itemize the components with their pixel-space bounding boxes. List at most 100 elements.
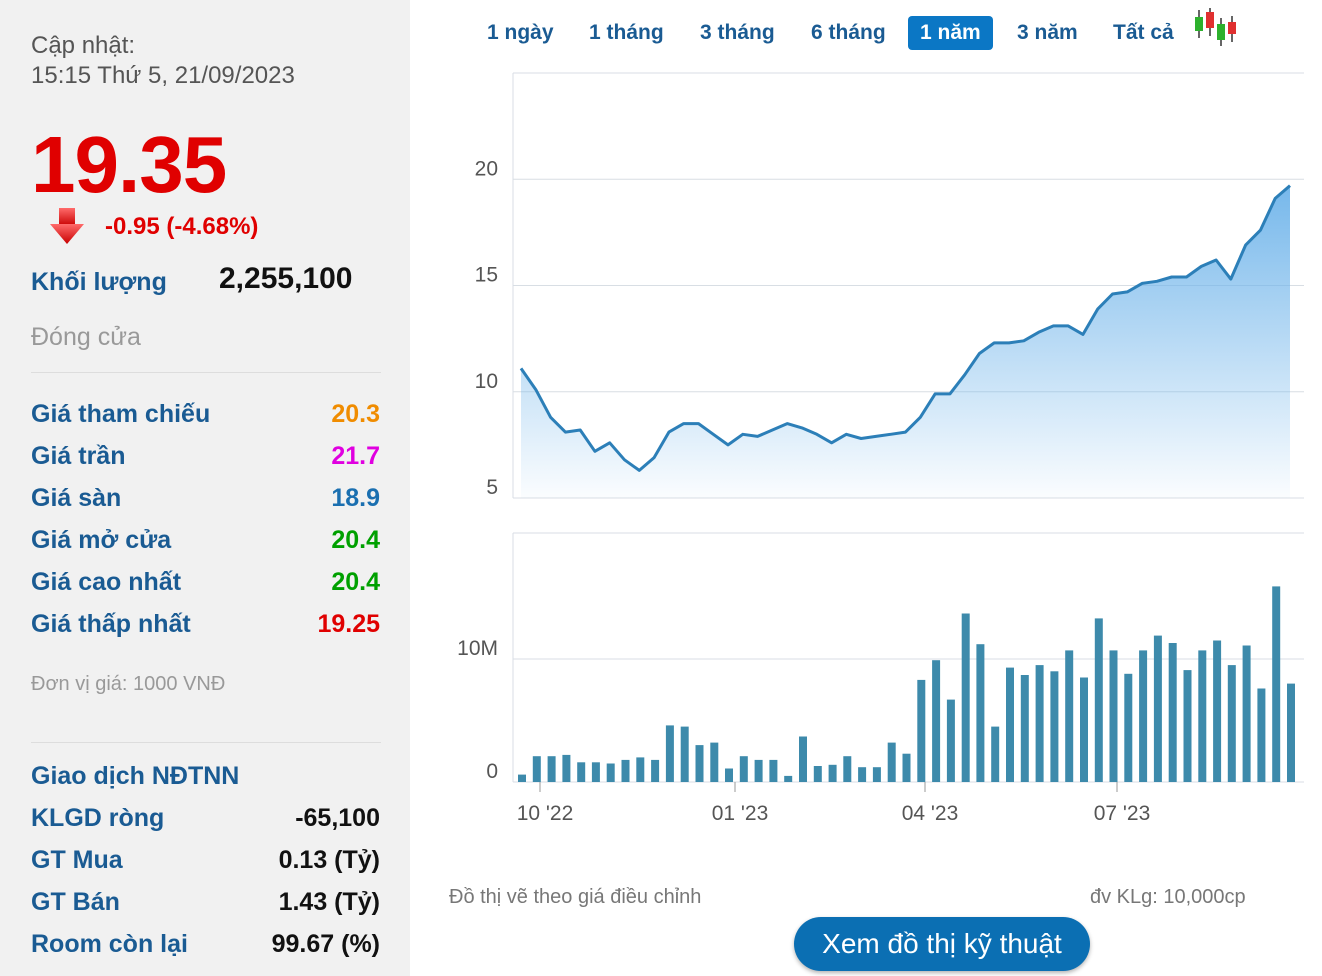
volume-bar (843, 756, 852, 782)
y-tick-label: 10M (457, 637, 498, 660)
tab-period[interactable]: 1 ngày (487, 21, 554, 44)
volume-bar (1080, 677, 1088, 782)
volume-bar (1183, 670, 1192, 782)
volume-bar (887, 742, 896, 782)
current-price: 19.35 (31, 120, 227, 209)
update-label: Cập nhật: (31, 32, 136, 59)
volume-bar (799, 736, 807, 782)
volume-value: 2,255,100 (219, 262, 353, 295)
price-row-label: Giá sàn (31, 484, 122, 512)
foreign-row-label: GT Mua (31, 846, 123, 874)
divider (31, 372, 381, 373)
divider (31, 742, 381, 743)
tab-period[interactable]: 6 tháng (811, 21, 886, 44)
volume-bar (710, 742, 719, 782)
price-row-value: 20.4 (331, 568, 380, 596)
unit-note: Đơn vị giá: 1000 VNĐ (31, 673, 226, 695)
quote-panel: Cập nhật: 15:15 Thứ 5, 21/09/2023 19.35 … (0, 0, 410, 976)
volume-bar (991, 726, 1000, 782)
foreign-row-value: 0.13 (Tỷ) (278, 846, 380, 874)
volume-bar (1242, 645, 1251, 782)
price-row-label: Giá cao nhất (31, 568, 182, 596)
y-tick-label: 5 (486, 476, 498, 499)
volume-bar (1168, 643, 1177, 782)
volume-bar (1065, 650, 1074, 782)
volume-bar (1213, 640, 1222, 782)
tab-period[interactable]: 1 tháng (589, 21, 664, 44)
tab-period[interactable]: Tất cả (1113, 21, 1174, 44)
price-change: -0.95 (-4.68%) (105, 213, 259, 240)
volume-bar (1006, 667, 1014, 782)
foreign-row-value: 99.67 (%) (271, 930, 380, 958)
volume-bar (621, 759, 630, 782)
volume-bar (636, 757, 645, 782)
volume-bar (1287, 683, 1295, 782)
volume-bar (917, 679, 926, 782)
volume-bar (665, 725, 674, 782)
foreign-row-label: GT Bán (31, 888, 120, 916)
volume-bar (547, 756, 556, 782)
x-tick-label: 04 '23 (902, 802, 959, 825)
price-row-label: Giá thấp nhất (31, 610, 191, 638)
volume-bar (1035, 665, 1044, 782)
volume-bar (1050, 671, 1059, 782)
foreign-row-value: 1.43 (Tỷ) (278, 888, 380, 916)
volume-bar (976, 644, 985, 782)
tab-period[interactable]: 3 năm (1017, 21, 1078, 44)
volume-bar (1109, 650, 1118, 782)
volume-bar (739, 756, 748, 782)
tab-period[interactable]: 3 tháng (700, 21, 775, 44)
y-tick-label: 0 (486, 760, 498, 783)
volume-bar (518, 774, 526, 782)
price-row-label: Giá mở cửa (31, 526, 172, 554)
volume-bar (1094, 618, 1103, 782)
volume-bar (1272, 586, 1281, 782)
price-row-value: 20.4 (331, 526, 380, 554)
volume-bar (754, 759, 763, 782)
volume-bar (680, 726, 689, 782)
volume-bar (651, 759, 660, 782)
foreign-row-value: -65,100 (295, 804, 380, 832)
volume-bar (1198, 650, 1207, 782)
adjusted-price-note: Đồ thị vẽ theo giá điều chỉnh (449, 886, 702, 908)
volume-bar (606, 763, 615, 782)
volume-bar (946, 699, 955, 782)
technical-chart-button[interactable]: Xem đồ thị kỹ thuật (794, 917, 1090, 971)
volume-bar (961, 613, 970, 782)
volume-bar (1257, 688, 1266, 782)
volume-bar (695, 745, 704, 782)
tab-period[interactable]: 1 năm (908, 16, 993, 50)
price-row-value: 18.9 (331, 484, 380, 512)
volume-bar (1227, 665, 1236, 782)
update-datetime: 15:15 Thứ 5, 21/09/2023 (31, 62, 295, 89)
foreign-row-label: KLGD ròng (31, 804, 165, 832)
volume-bar (902, 753, 911, 782)
price-row-label: Giá tham chiếu (31, 400, 211, 428)
x-tick-label: 01 '23 (712, 802, 769, 825)
y-tick-label: 20 (475, 157, 498, 180)
volume-bar (769, 759, 778, 782)
volume-bar (591, 762, 600, 782)
volume-bar (532, 756, 541, 782)
price-row-value: 21.7 (331, 442, 380, 470)
y-tick-label: 15 (475, 264, 498, 287)
price-area (521, 185, 1290, 498)
volume-bar (1124, 673, 1133, 782)
price-line (519, 184, 1291, 472)
down-arrow-icon (50, 208, 84, 244)
volume-bar (932, 660, 941, 782)
volume-bar (828, 764, 837, 782)
x-tick-label: 07 '23 (1094, 802, 1151, 825)
price-row-label: Giá trần (31, 442, 126, 470)
volume-bar (1020, 675, 1029, 782)
volume-label: Khối lượng (31, 268, 167, 296)
volume-bar (1153, 635, 1162, 782)
volume-bar (1139, 650, 1148, 782)
volume-bar (562, 754, 571, 782)
foreign-trade-title: Giao dịch NĐTNN (31, 762, 240, 790)
volume-bar (872, 767, 881, 782)
y-tick-label: 10 (475, 370, 498, 393)
candlestick-icon[interactable] (1192, 8, 1240, 48)
x-tick-label: 10 '22 (517, 802, 574, 825)
volume-bar (725, 768, 733, 782)
